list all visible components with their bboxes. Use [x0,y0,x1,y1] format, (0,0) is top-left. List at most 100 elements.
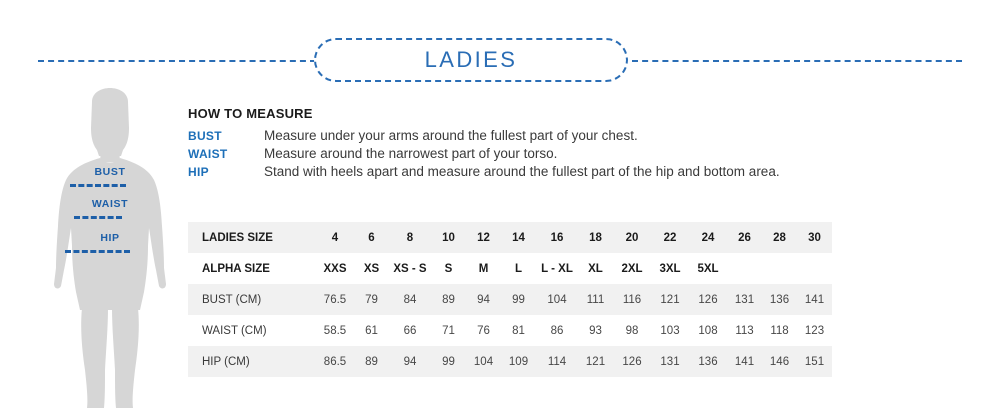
table-cell [727,253,762,284]
table-row: LADIES SIZE 4 6 8 10 12 14 16 18 20 22 2… [188,222,832,253]
table-cell: XS [363,262,380,275]
row-header-hip: HIP (CM) [202,355,250,368]
figure-guideline-hip [65,250,130,253]
table-row: HIP (CM) 86.5 89 94 99 104 109 114 121 1… [188,346,832,377]
measure-description-waist: Measure around the narrowest part of you… [264,146,558,161]
table-cell: 84 [403,293,417,306]
figure-label-bust: BUST [94,166,126,178]
table-cell: 111 [586,293,605,306]
table-cell: 20 [625,231,639,244]
table-cell: 118 [770,324,789,337]
table-cell: L [514,262,523,275]
table-cell: 131 [660,355,680,368]
table-cell [762,253,797,284]
page-header-banner: LADIES [0,38,1000,84]
measure-term-bust: BUST [188,129,222,143]
measure-description-bust: Measure under your arms around the fulle… [264,128,638,143]
table-cell: 10 [442,231,455,244]
table-row: WAIST (CM) 58.5 61 66 71 76 81 86 93 98 … [188,315,832,346]
table-cell: 94 [403,355,417,368]
table-cell: 141 [734,355,755,368]
size-chart-table: LADIES SIZE 4 6 8 10 12 14 16 18 20 22 2… [188,222,832,377]
table-cell: 66 [403,324,417,337]
figure-guideline-bust [70,184,126,187]
table-cell: 24 [701,231,715,244]
row-header-waist: WAIST (CM) [202,324,267,337]
table-cell: L - XL [541,262,573,275]
table-cell: 121 [585,355,606,368]
table-cell: 89 [442,293,455,306]
table-cell: 109 [508,355,529,368]
figure-label-hip: HIP [100,232,120,244]
table-cell: 76.5 [323,293,347,306]
table-cell: 136 [698,355,718,368]
table-cell: 12 [477,231,490,244]
table-cell: 6 [368,231,375,244]
table-cell: 2XL [621,262,643,275]
banner-dashed-line-left [38,60,316,62]
measure-instruction-row: WAIST Measure around the narrowest part … [188,146,888,161]
banner-dashed-line-right [632,60,962,62]
table-cell: 113 [735,324,754,337]
table-cell: 16 [550,231,564,244]
measure-description-hip: Stand with heels apart and measure aroun… [264,164,780,179]
table-cell [797,253,832,284]
table-cell: 123 [804,324,825,337]
banner-pill-outline [314,38,628,82]
page-title: LADIES [424,47,518,72]
female-body-silhouette-icon [54,88,166,408]
how-to-measure-section: HOW TO MEASURE BUST Measure under your a… [188,106,888,182]
table-cell: 86 [550,324,564,337]
table-cell: 121 [660,293,680,306]
body-silhouette-figure: BUST WAIST HIP [30,88,190,408]
table-cell: 126 [622,355,642,368]
table-cell: 8 [406,231,414,244]
table-cell: 99 [512,293,525,306]
how-to-measure-heading: HOW TO MEASURE [188,106,313,121]
table-cell: 14 [512,231,525,244]
table-cell: M [478,262,489,275]
table-cell: 136 [769,293,790,306]
table-cell: 58.5 [323,324,347,337]
table-cell: 103 [660,324,680,337]
table-cell: 141 [804,293,825,306]
measure-instruction-row: HIP Stand with heels apart and measure a… [188,164,888,179]
table-cell: 26 [738,231,751,244]
table-cell: 108 [698,324,718,337]
table-cell: XS - S [393,262,427,275]
measure-term-waist: WAIST [188,147,228,161]
table-cell: 3XL [659,262,681,275]
table-cell: 5XL [697,262,719,275]
table-cell: 99 [442,355,455,368]
table-cell: 94 [477,293,490,306]
table-cell: 104 [547,293,567,306]
table-cell: 79 [365,293,378,306]
figure-guideline-waist [74,216,122,219]
table-cell: XXS [323,262,347,275]
table-cell: 30 [808,231,821,244]
figure-label-waist: WAIST [91,198,129,210]
table-cell: 4 [331,231,339,244]
table-cell: 61 [365,324,378,337]
row-header-alpha-size: ALPHA SIZE [202,262,270,275]
row-header-bust: BUST (CM) [202,293,262,306]
measure-term-hip: HIP [188,165,209,179]
table-cell: 28 [773,231,786,244]
table-cell: 18 [589,231,602,244]
table-cell: 22 [663,231,677,244]
table-cell: 151 [804,355,825,368]
table-cell: 126 [698,293,718,306]
table-cell: 81 [512,324,525,337]
table-row: ALPHA SIZE XXS XS XS - S S M L L - XL XL… [188,253,832,284]
table-cell: 76 [477,324,490,337]
table-cell: S [444,262,453,275]
table-cell: 86.5 [323,355,347,368]
table-cell: 116 [622,293,642,306]
table-cell: 89 [365,355,378,368]
row-header-ladies-size: LADIES SIZE [202,231,273,244]
table-cell: 146 [769,355,790,368]
table-cell: 131 [734,293,755,306]
table-cell: 93 [589,324,602,337]
table-cell: 114 [547,355,567,368]
measure-instruction-row: BUST Measure under your arms around the … [188,128,888,143]
